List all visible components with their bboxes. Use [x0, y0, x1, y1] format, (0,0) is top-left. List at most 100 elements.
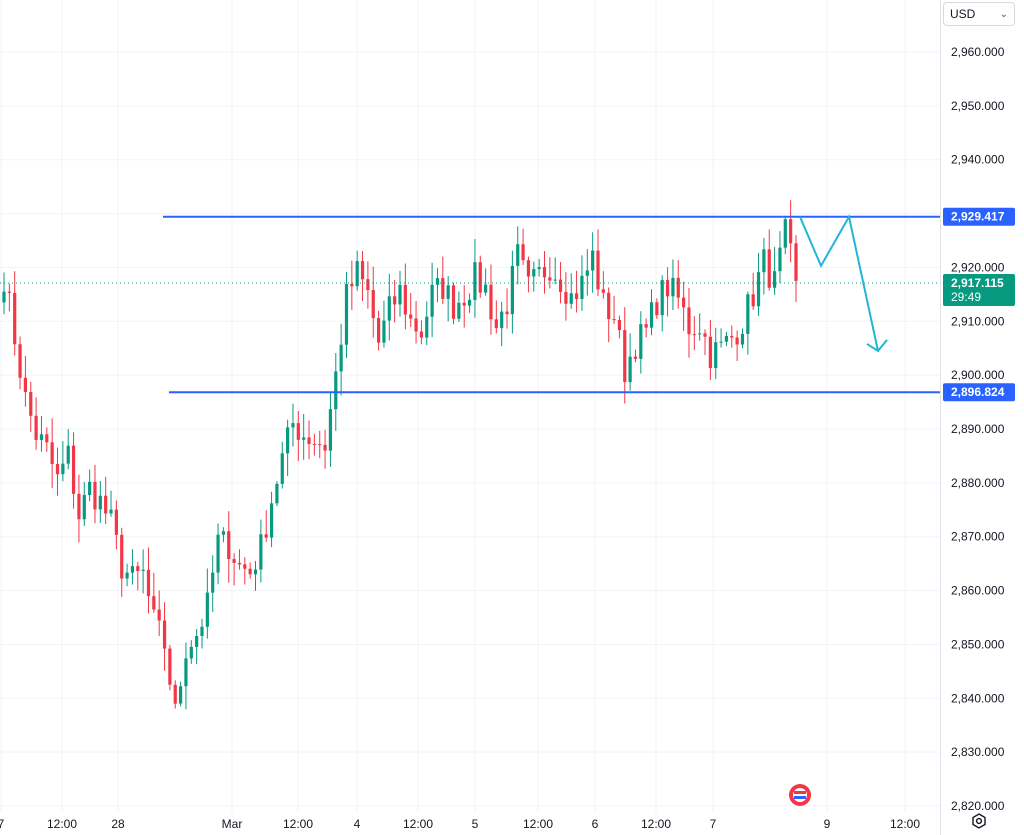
candle [457, 291, 461, 322]
candle [93, 464, 97, 524]
candle-body [157, 609, 161, 621]
candle-body [200, 626, 204, 636]
candle-body [302, 437, 306, 440]
candle [489, 264, 493, 335]
candle-body [168, 648, 172, 685]
candle [425, 301, 429, 346]
candle [243, 557, 247, 585]
candle [510, 250, 514, 334]
candle [141, 549, 145, 594]
candle-body [484, 284, 488, 293]
candle [130, 549, 135, 585]
candle-body [173, 684, 177, 704]
candle-body [419, 331, 424, 338]
candle-body [280, 453, 284, 484]
candle [762, 237, 766, 295]
candle-body [23, 377, 28, 392]
candle-body [435, 278, 440, 285]
candle [789, 200, 793, 263]
x-tick-label: 4 [354, 817, 361, 831]
projection-line[interactable] [799, 214, 879, 352]
candle-body [591, 250, 595, 271]
candle [772, 247, 777, 295]
x-tick-label: 12:00 [523, 817, 553, 831]
candle [211, 555, 215, 612]
candle-body [569, 293, 573, 304]
candle-body [13, 292, 17, 345]
candle-body [462, 302, 466, 306]
candle [120, 527, 124, 597]
candle [462, 285, 466, 328]
candle [532, 261, 536, 292]
candle-body [98, 495, 102, 510]
price-axis[interactable]: 2,960.0002,950.0002,940.0002,930.0002,92… [940, 0, 1016, 835]
candle-body [371, 290, 375, 319]
candle-body [61, 463, 65, 475]
candle [269, 491, 274, 548]
candle [591, 232, 595, 293]
candle-body [457, 302, 461, 319]
candle-body [366, 279, 370, 291]
candle [714, 327, 718, 380]
candle [61, 441, 65, 482]
candle-body [232, 559, 236, 563]
candle-body [644, 324, 648, 328]
candle [451, 282, 456, 325]
candle-body [639, 324, 643, 359]
x-tick-label: 9 [824, 817, 831, 831]
candle-body [783, 219, 787, 248]
candle [371, 266, 375, 338]
candle [366, 261, 370, 309]
x-tick-label: Mar [222, 817, 243, 831]
candle [312, 433, 316, 456]
candle-body [114, 509, 118, 535]
y-tick-label: 2,820.000 [951, 799, 1005, 813]
currency-select[interactable]: USD ⌄ [943, 2, 1015, 26]
candle-body [71, 445, 76, 494]
candle-body [82, 494, 86, 520]
candle-body [665, 280, 670, 297]
candle [34, 397, 38, 450]
y-tick-label: 2,890.000 [951, 422, 1005, 436]
candle-body [7, 291, 11, 293]
candle [735, 330, 739, 361]
candle [82, 481, 86, 526]
candle-body [740, 333, 745, 345]
candle-body [178, 686, 183, 704]
candle [39, 416, 44, 452]
candle-body [264, 534, 268, 538]
projection-arrowhead [866, 339, 888, 353]
candle [548, 257, 552, 289]
settings-button[interactable] [968, 810, 990, 832]
candle [778, 231, 782, 284]
candle-body [162, 620, 167, 649]
candle-body [403, 284, 407, 315]
x-tick-label: 12:00 [403, 817, 433, 831]
candle-body [211, 572, 215, 593]
candle-body [55, 463, 60, 475]
candle-body [430, 284, 434, 317]
candle [162, 602, 167, 671]
candle-body [682, 297, 686, 308]
candle [521, 228, 525, 266]
candle [719, 328, 723, 348]
time-axis[interactable]: 7 12:00 28 Mar 12:00 4 12:00 5 12:00 6 12:00 7 9 12:0… [0, 817, 920, 831]
candle-body [104, 495, 108, 514]
candle-body [633, 356, 638, 359]
candle-body [585, 270, 589, 276]
badge-bg [943, 273, 1015, 306]
candle-body [350, 283, 354, 287]
y-tick-label: 2,860.000 [951, 584, 1005, 598]
candle [596, 229, 600, 297]
resistance-price-badge: 2,929.417 [943, 207, 1015, 226]
x-tick-label: 6 [592, 817, 599, 831]
candle [189, 640, 193, 664]
candle-body [259, 534, 263, 570]
candle-body [205, 592, 209, 627]
candle [360, 251, 365, 301]
candle-body [286, 427, 290, 454]
x-tick-label: 28 [111, 817, 125, 831]
candle-body [505, 311, 509, 315]
candle-body [221, 531, 226, 535]
